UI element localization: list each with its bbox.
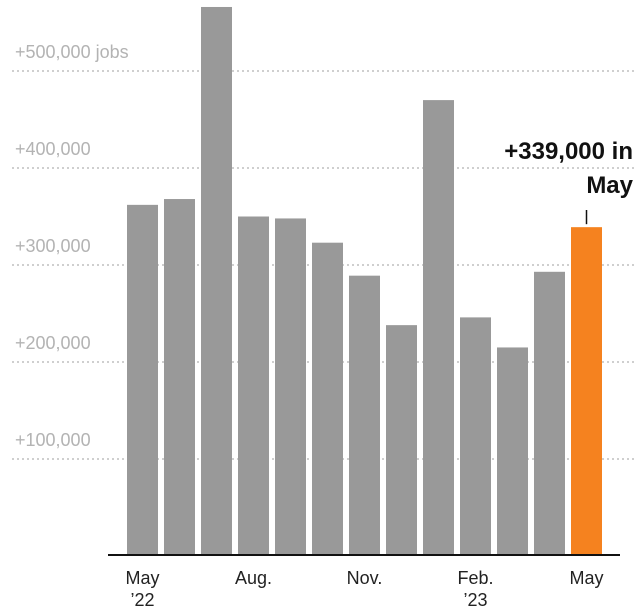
x-tick-label: Nov.	[346, 568, 383, 588]
bar	[201, 6, 232, 557]
bar	[534, 271, 565, 556]
x-tick-label: Aug.	[234, 568, 273, 588]
y-tick-label: +300,000	[15, 236, 91, 256]
bar	[238, 216, 269, 556]
annotation: +339,000 in May	[504, 138, 633, 199]
y-tick-label: +200,000	[15, 333, 91, 353]
x-tick-label: Feb. ’23	[457, 568, 494, 610]
bar	[423, 100, 454, 556]
bar	[571, 227, 602, 557]
bar	[127, 204, 158, 557]
bar	[497, 347, 528, 556]
x-tick-label: May	[569, 568, 604, 588]
bar	[349, 275, 380, 556]
y-tick-label: +400,000	[15, 139, 91, 159]
bar	[275, 218, 306, 556]
bar	[386, 325, 417, 556]
bar	[164, 199, 195, 557]
x-tick-label: May ’22	[125, 568, 160, 610]
y-tick-label: +100,000	[15, 430, 91, 450]
y-tick-label: +500,000 jobs	[15, 42, 129, 62]
bar	[312, 242, 343, 556]
bar	[460, 317, 491, 556]
